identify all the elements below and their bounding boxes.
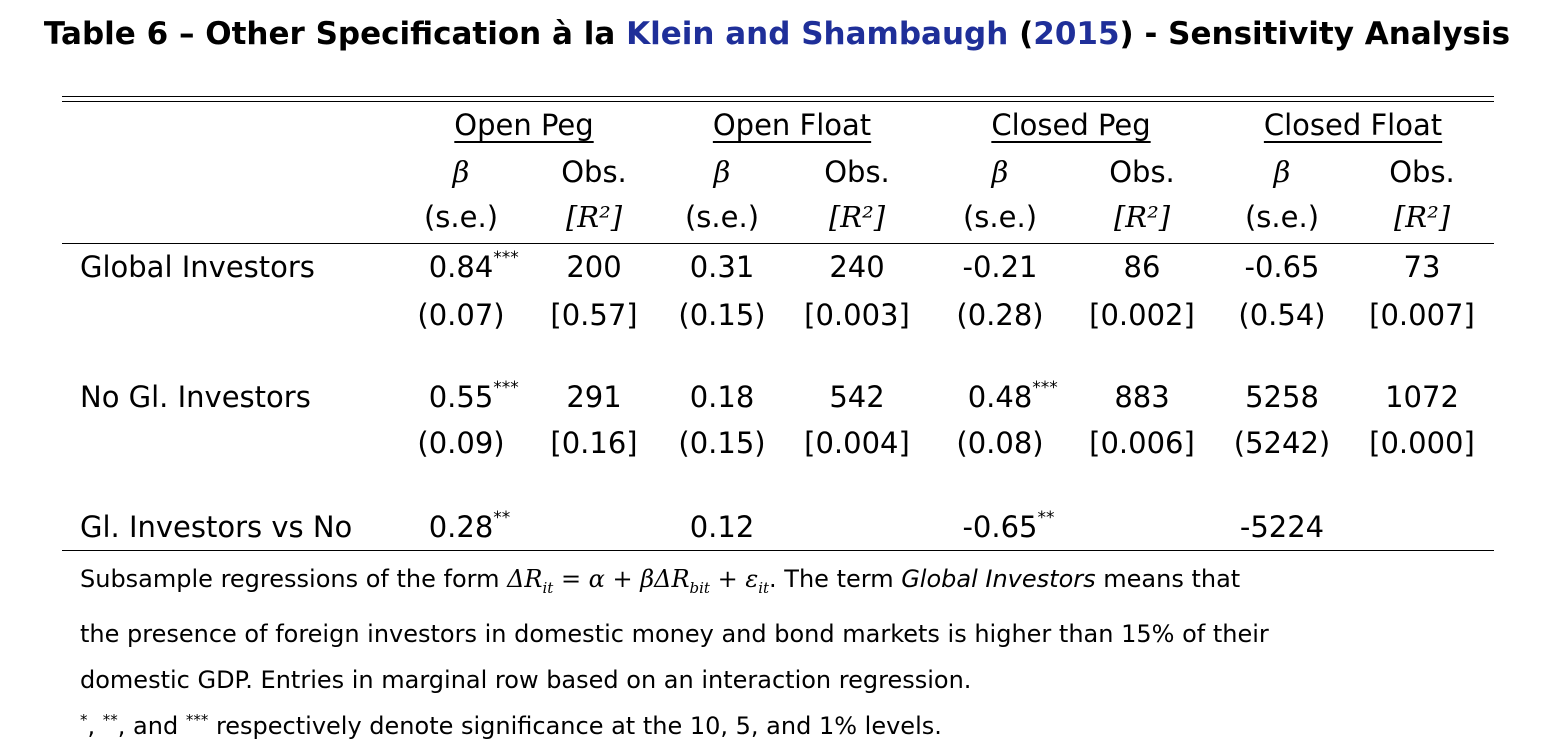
diff-beta-value: -0.65**	[962, 508, 1055, 545]
note-line-2: the presence of foreign investors in dom…	[80, 619, 1269, 648]
r2-value: [0.007]	[1369, 298, 1475, 332]
top-rule-1	[62, 96, 1494, 97]
beta-header: β	[1273, 155, 1291, 189]
obs-value: 200	[566, 250, 622, 284]
se-value: (0.07)	[417, 298, 505, 332]
r2-header: [R²]	[1393, 200, 1451, 234]
obs-header: Obs.	[1109, 155, 1175, 189]
obs-value: 86	[1123, 250, 1161, 284]
obs-value: 240	[829, 250, 885, 284]
note-italic-term: Global Investors	[901, 565, 1096, 593]
r2-header: [R²]	[565, 200, 623, 234]
obs-value: 291	[566, 380, 622, 414]
beta-value: 0.31	[689, 250, 755, 284]
table-notes: Subsample regressions of the form ΔRit =…	[80, 556, 1500, 749]
se-header: (s.e.)	[1244, 200, 1320, 234]
table-title: Table 6 – Other Specification à la Klein…	[0, 14, 1554, 54]
r2-value: [0.006]	[1089, 426, 1195, 460]
diff-beta-value: 0.28**	[428, 508, 511, 545]
title-suffix: ) - Sensitivity Analysis	[1119, 16, 1511, 52]
column-group-header: Open Peg	[454, 108, 594, 142]
note-text: means that	[1095, 565, 1241, 593]
r2-header: [R²]	[828, 200, 886, 234]
row-label: Gl. Investors vs No	[80, 510, 353, 544]
star-3: ***	[185, 710, 209, 729]
obs-header: Obs.	[1389, 155, 1455, 189]
column-group-header: Closed Float	[1263, 108, 1443, 142]
star-2: **	[102, 710, 118, 729]
obs-value: 883	[1114, 380, 1170, 414]
beta-value: -0.21	[962, 250, 1038, 284]
diff-beta-value: -5224	[1239, 510, 1325, 544]
r2-value: [0.57]	[550, 298, 638, 332]
note-text: ,	[87, 711, 103, 740]
obs-header: Obs.	[824, 155, 890, 189]
title-prefix: Table 6 – Other Specification à la	[43, 16, 627, 52]
obs-value: 1072	[1385, 380, 1459, 414]
beta-value: 5258	[1245, 380, 1319, 414]
se-value: (5242)	[1233, 426, 1331, 460]
se-value: (0.28)	[956, 298, 1044, 332]
se-header: (s.e.)	[423, 200, 499, 234]
diff-beta-value: 0.12	[689, 510, 755, 544]
se-header: (s.e.)	[962, 200, 1038, 234]
row-label: Global Investors	[80, 250, 315, 284]
beta-value: 0.55***	[428, 378, 519, 415]
citation-year-link[interactable]: 2015	[1033, 16, 1120, 52]
obs-value: 73	[1403, 250, 1441, 284]
se-value: (0.54)	[1238, 298, 1326, 332]
header-rule	[62, 243, 1494, 244]
title-open-paren: (	[1019, 16, 1034, 52]
top-rule-2	[62, 101, 1494, 102]
beta-header: β	[713, 155, 731, 189]
column-group-header: Open Float	[712, 108, 872, 142]
regression-equation: ΔRit = α + βΔRbit + εit	[507, 565, 770, 597]
se-value: (0.15)	[678, 426, 766, 460]
se-value: (0.15)	[678, 298, 766, 332]
obs-header: Obs.	[561, 155, 627, 189]
column-group-header: Closed Peg	[991, 108, 1151, 142]
note-line-3: domestic GDP. Entries in marginal row ba…	[80, 665, 972, 694]
note-text: respectively denote significance at the …	[208, 711, 942, 740]
beta-header: β	[452, 155, 470, 189]
r2-value: [0.003]	[804, 298, 910, 332]
row-label: No Gl. Investors	[80, 380, 311, 414]
r2-value: [0.002]	[1089, 298, 1195, 332]
citation-authors-link[interactable]: Klein and Shambaugh	[626, 16, 1009, 52]
r2-value: [0.004]	[804, 426, 910, 460]
beta-header: β	[991, 155, 1009, 189]
se-value: (0.09)	[417, 426, 505, 460]
beta-value: 0.48***	[967, 378, 1058, 415]
se-value: (0.08)	[956, 426, 1044, 460]
beta-value: -0.65	[1244, 250, 1320, 284]
beta-value: 0.84***	[428, 248, 519, 285]
se-header: (s.e.)	[684, 200, 760, 234]
r2-header: [R²]	[1113, 200, 1171, 234]
bottom-rule	[62, 550, 1494, 551]
note-text: Subsample regressions of the form	[80, 565, 508, 593]
obs-value: 542	[829, 380, 885, 414]
note-text: . The term	[769, 565, 902, 593]
r2-value: [0.000]	[1369, 426, 1475, 460]
note-text: , and	[117, 711, 186, 740]
note-line-4: *, **, and *** respectively denote signi…	[80, 703, 1500, 749]
star-1: *	[80, 710, 88, 729]
r2-value: [0.16]	[550, 426, 638, 460]
beta-value: 0.18	[689, 380, 755, 414]
note-line-1: Subsample regressions of the form ΔRit =…	[80, 556, 1500, 611]
